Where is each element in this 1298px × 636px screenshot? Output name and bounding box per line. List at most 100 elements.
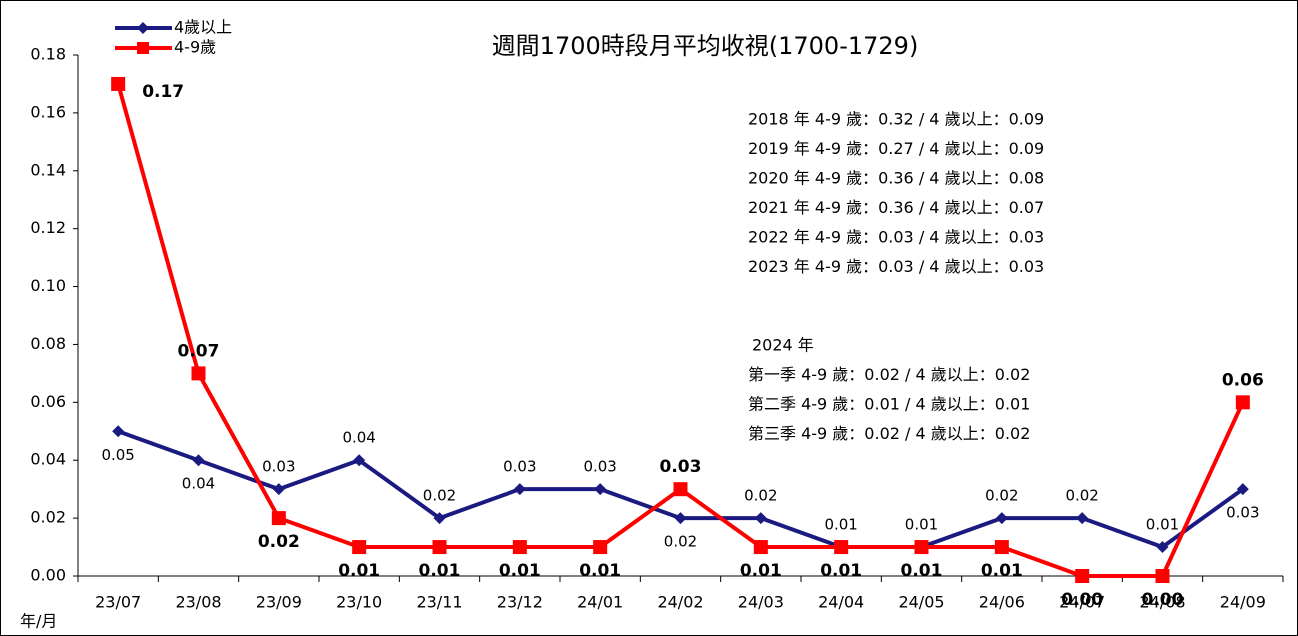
data-label: 0.03 [660,457,702,477]
data-point [673,482,688,497]
y-tick-label: 0.02 [30,508,66,527]
chart-title: 週間1700時段月平均收視(1700-1729) [492,32,919,60]
x-tick-label: 23/09 [256,593,302,612]
data-label: 0.01 [419,561,461,581]
data-point [433,512,446,525]
y-tick-label: 0.04 [30,450,66,469]
annotation: 2019 年 4-9 歲：0.27 / 4 歲以上：0.09 [748,139,1044,158]
data-label: 0.01 [905,516,938,534]
data-label: 0.02 [664,533,697,551]
data-label: 0.01 [499,561,541,581]
annotation: 2020 年 4-9 歲：0.36 / 4 歲以上：0.08 [748,169,1044,188]
data-point [834,540,849,555]
x-tick-label: 24/06 [979,593,1025,612]
data-point [1155,569,1170,583]
data-point [271,511,286,526]
annotation: 2024 年 [752,336,814,355]
data-point [111,76,126,91]
x-tick-label: 23/11 [416,593,462,612]
data-label: 0.01 [1146,516,1179,534]
data-point [1156,541,1169,554]
x-tick-label: 24/03 [738,593,784,612]
data-label: 0.01 [824,516,857,534]
data-label: 0.02 [258,532,300,552]
x-tick-label: 23/10 [336,593,382,612]
annotation: 第一季 4-9 歲：0.02 / 4 歲以上：0.02 [748,365,1030,384]
data-point [1076,512,1089,525]
data-point [192,454,205,467]
legend-marker [137,42,149,54]
y-tick-label: 0.08 [30,334,66,353]
y-tick-label: 0.06 [30,392,66,411]
data-label: 0.01 [820,561,862,581]
data-point [432,540,447,555]
data-point [513,483,526,496]
annotation: 第二季 4-9 歲：0.01 / 4 歲以上：0.01 [748,395,1030,414]
x-tick-label: 24/01 [577,593,623,612]
y-tick-label: 0.16 [30,102,66,121]
data-label: 0.01 [981,561,1023,581]
x-tick-label: 23/08 [175,593,221,612]
data-point [1075,569,1090,583]
data-label: 0.02 [1065,487,1098,505]
y-tick-label: 0.14 [30,160,66,179]
legend-label: 4-9歲 [174,38,216,57]
data-label: 0.01 [901,561,943,581]
legend-label: 4歲以上 [174,18,232,37]
data-label: 0.03 [583,458,616,476]
data-label: 0.01 [579,561,621,581]
data-label: 0.03 [503,458,536,476]
data-label: 0.00 [1061,590,1103,610]
data-label: 0.05 [101,446,134,464]
data-point [753,540,768,555]
data-label: 0.07 [178,341,220,361]
data-label: 0.03 [262,458,295,476]
data-label: 0.02 [423,487,456,505]
data-point [112,425,125,438]
data-point [594,483,607,496]
data-point [353,454,366,467]
y-tick-label: 0.12 [30,218,66,237]
data-label: 0.02 [744,487,777,505]
y-tick-label: 0.10 [30,276,66,295]
data-point [674,512,687,525]
annotation: 2022 年 4-9 歲：0.03 / 4 歲以上：0.03 [748,228,1044,247]
data-label: 0.04 [342,429,375,447]
annotation: 2023 年 4-9 歲：0.03 / 4 歲以上：0.03 [748,257,1044,276]
data-label: 0.02 [985,487,1018,505]
annotation: 第三季 4-9 歲：0.02 / 4 歲以上：0.02 [748,424,1030,443]
data-point [512,540,527,555]
data-label: 0.04 [182,475,215,493]
x-tick-label: 24/07 [1059,593,1105,612]
data-label: 0.06 [1222,370,1264,390]
x-tick-label: 24/08 [1139,593,1185,612]
data-point [1236,483,1249,496]
legend-marker [137,22,149,34]
data-point [593,540,608,555]
data-point [995,512,1008,525]
annotation: 2021 年 4-9 歲：0.36 / 4 歲以上：0.07 [748,198,1044,217]
data-label: 0.00 [1142,590,1184,610]
data-point [352,540,367,555]
x-tick-label: 24/04 [818,593,864,612]
data-point [1235,395,1250,410]
x-tick-label: 23/07 [95,593,141,612]
data-point [914,540,929,555]
data-point [191,366,206,381]
data-label: 0.01 [740,561,782,581]
x-axis-label: 年/月 [20,612,57,631]
x-tick-label: 24/02 [657,593,703,612]
x-tick-label: 24/09 [1220,593,1266,612]
data-point [754,512,767,525]
data-point [994,540,1009,555]
x-tick-label: 23/12 [497,593,543,612]
annotation: 2018 年 4-9 歲：0.32 / 4 歲以上：0.09 [748,110,1044,129]
data-label: 0.03 [1226,504,1259,522]
data-label: 0.17 [142,82,184,102]
y-tick-label: 0.18 [30,45,66,64]
data-label: 0.01 [338,561,380,581]
x-tick-label: 24/05 [898,593,944,612]
data-point [272,483,285,496]
